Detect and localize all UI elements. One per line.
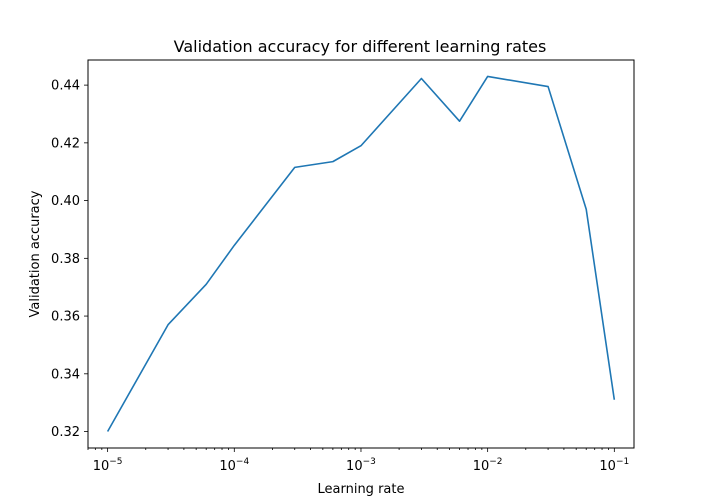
y-tick-label: 0.36: [51, 310, 80, 325]
x-tick-label: 10−4: [219, 457, 249, 474]
y-axis-ticks: 0.32 0.34 0.36 0.38 0.40 0.42 0.44: [51, 79, 88, 440]
x-axis-ticks: 10−5 10−4 10−3 10−2 10−1: [87, 448, 629, 474]
chart-title: Validation accuracy for different learni…: [174, 37, 547, 56]
y-tick-label: 0.40: [51, 194, 80, 209]
y-tick-label: 0.42: [51, 136, 80, 151]
y-tick-label: 0.38: [51, 252, 80, 267]
x-tick-label: 10−2: [473, 457, 503, 474]
series-line-0: [106, 75, 616, 432]
y-axis-label: Validation accuracy: [28, 190, 43, 317]
plot-area: [106, 75, 616, 432]
y-tick-label: 0.44: [51, 79, 80, 94]
y-tick-label: 0.32: [51, 425, 80, 440]
x-tick-label: 10−5: [93, 457, 123, 474]
x-tick-label: 10−3: [346, 457, 376, 474]
x-axis-label: Learning rate: [318, 482, 405, 497]
x-tick-label: 10−1: [599, 457, 629, 474]
y-tick-label: 0.34: [51, 367, 80, 382]
